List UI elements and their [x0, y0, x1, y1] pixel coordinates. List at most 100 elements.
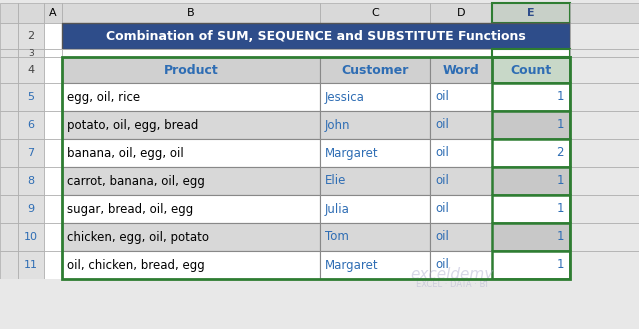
Text: oil: oil — [435, 174, 449, 188]
Bar — [44, 83, 62, 111]
Bar — [62, 223, 320, 251]
Text: Margaret: Margaret — [325, 146, 379, 160]
Bar — [0, 139, 18, 167]
Bar — [0, 251, 18, 279]
Bar — [570, 57, 639, 83]
Bar — [430, 111, 492, 139]
Bar — [570, 139, 639, 167]
Bar — [492, 111, 570, 139]
Bar — [320, 3, 430, 23]
Text: EXCEL · DATA · BI: EXCEL · DATA · BI — [416, 280, 488, 289]
Bar — [430, 139, 492, 167]
Text: 10: 10 — [24, 232, 38, 242]
Bar — [18, 111, 44, 139]
Bar — [0, 111, 18, 139]
Text: A: A — [49, 8, 57, 18]
Bar — [320, 139, 430, 167]
Bar — [320, 195, 430, 223]
Bar — [570, 3, 639, 23]
Text: 5: 5 — [27, 92, 35, 102]
Bar — [430, 83, 492, 111]
Text: 1: 1 — [557, 231, 564, 243]
Bar — [18, 57, 44, 83]
Text: 1: 1 — [557, 118, 564, 132]
Text: oil: oil — [435, 90, 449, 104]
Text: E: E — [527, 8, 535, 18]
Text: Customer: Customer — [341, 63, 409, 77]
Bar — [18, 3, 44, 23]
Bar — [0, 83, 18, 111]
Bar — [0, 195, 18, 223]
Text: banana, oil, egg, oil: banana, oil, egg, oil — [67, 146, 184, 160]
Bar — [18, 49, 44, 57]
Bar — [492, 195, 570, 223]
Bar — [44, 23, 62, 49]
Bar — [44, 167, 62, 195]
Bar — [492, 3, 570, 23]
Bar — [18, 223, 44, 251]
Text: 1: 1 — [557, 90, 564, 104]
Text: Word: Word — [443, 63, 479, 77]
Text: 4: 4 — [27, 65, 35, 75]
Bar — [320, 251, 430, 279]
Bar — [62, 111, 320, 139]
Bar — [0, 167, 18, 195]
Text: Julia: Julia — [325, 203, 350, 215]
Bar — [18, 195, 44, 223]
Bar — [62, 3, 320, 23]
Bar — [18, 23, 44, 49]
Bar — [492, 83, 570, 111]
Bar — [18, 83, 44, 111]
Bar — [18, 251, 44, 279]
Bar — [0, 279, 639, 329]
Bar — [44, 139, 62, 167]
Bar — [0, 223, 18, 251]
Text: Count: Count — [511, 63, 551, 77]
Text: Jessica: Jessica — [325, 90, 365, 104]
Text: John: John — [325, 118, 351, 132]
Bar — [320, 57, 430, 83]
Text: Elie: Elie — [325, 174, 346, 188]
Text: D: D — [457, 8, 465, 18]
Bar — [492, 57, 570, 83]
Bar — [0, 57, 18, 83]
Text: C: C — [371, 8, 379, 18]
Text: Product: Product — [164, 63, 219, 77]
Bar — [320, 83, 430, 111]
Bar — [62, 83, 320, 111]
Bar — [430, 167, 492, 195]
Bar — [492, 167, 570, 195]
Bar — [44, 57, 62, 83]
Bar — [570, 195, 639, 223]
Bar — [62, 57, 570, 279]
Text: Tom: Tom — [325, 231, 349, 243]
Bar — [570, 83, 639, 111]
Bar — [62, 57, 320, 83]
Text: 8: 8 — [27, 176, 35, 186]
Text: egg, oil, rice: egg, oil, rice — [67, 90, 140, 104]
Text: Combination of SUM, SEQUENCE and SUBSTITUTE Functions: Combination of SUM, SEQUENCE and SUBSTIT… — [106, 30, 526, 42]
Bar — [62, 251, 320, 279]
Bar — [492, 251, 570, 279]
Bar — [62, 139, 320, 167]
Text: 2: 2 — [557, 146, 564, 160]
Text: potato, oil, egg, bread: potato, oil, egg, bread — [67, 118, 198, 132]
Bar — [570, 23, 639, 49]
Bar — [320, 223, 430, 251]
Bar — [18, 139, 44, 167]
Text: 2: 2 — [27, 31, 35, 41]
Text: chicken, egg, oil, potato: chicken, egg, oil, potato — [67, 231, 209, 243]
Bar — [320, 167, 430, 195]
Bar — [44, 3, 62, 23]
Text: oil: oil — [435, 231, 449, 243]
Bar — [0, 49, 18, 57]
Text: 11: 11 — [24, 260, 38, 270]
Bar — [430, 3, 492, 23]
Bar — [44, 195, 62, 223]
Bar — [430, 223, 492, 251]
Text: Margaret: Margaret — [325, 259, 379, 271]
Text: oil: oil — [435, 146, 449, 160]
Bar — [44, 49, 62, 57]
Bar — [44, 223, 62, 251]
Bar — [570, 251, 639, 279]
